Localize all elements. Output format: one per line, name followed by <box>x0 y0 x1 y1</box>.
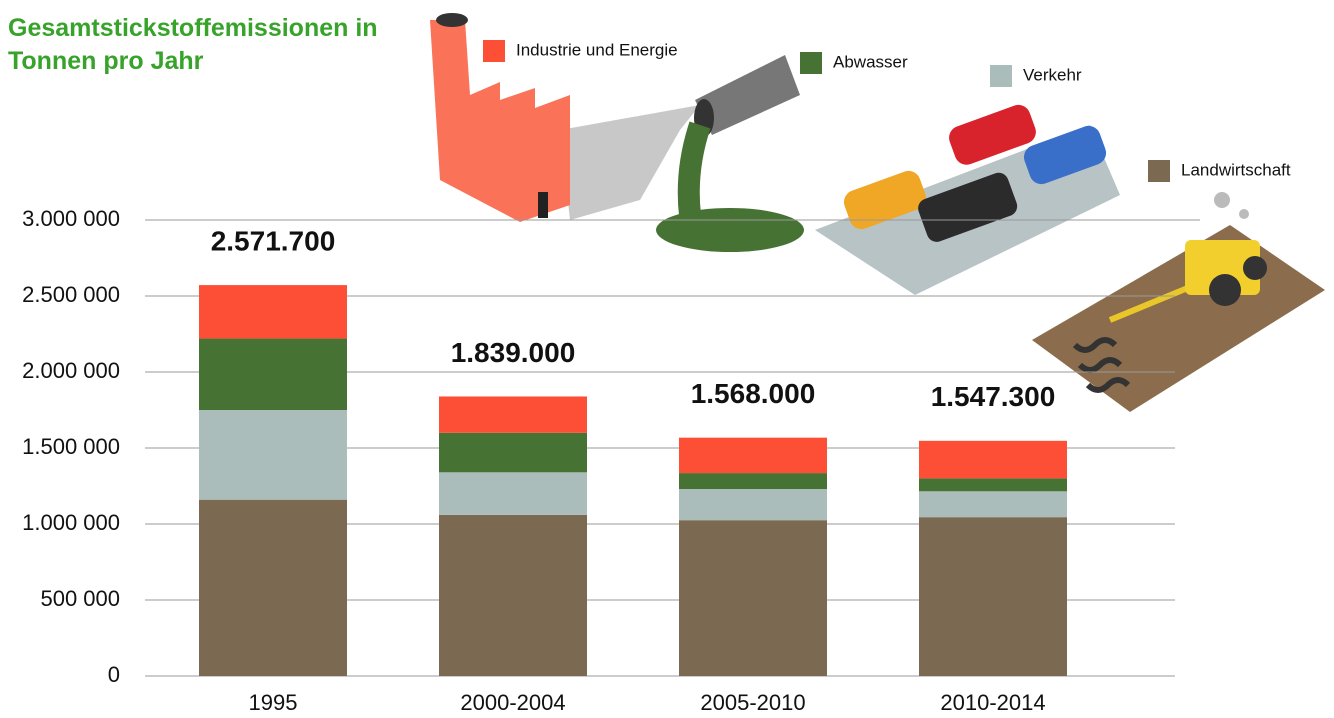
bar-segment <box>679 438 827 473</box>
bar-segment <box>919 478 1067 491</box>
bar-segment <box>199 500 347 676</box>
x-tick-label: 1995 <box>249 690 298 715</box>
bar-segment <box>199 339 347 410</box>
bar-segment <box>439 515 587 676</box>
y-tick-label: 500 000 <box>40 586 120 611</box>
legend-swatch <box>800 52 822 74</box>
x-tick-label: 2010-2014 <box>940 690 1045 715</box>
chart: 0 500 000 1.000 000 1.500 000 2.000 000 2.500… <box>0 0 1334 718</box>
legend-swatch <box>1148 160 1170 182</box>
smoke <box>1214 192 1230 208</box>
legend-label: Landwirtschaft <box>1181 160 1291 179</box>
y-tick-label: 1.000 000 <box>22 510 120 535</box>
legend-label: Industrie und Energie <box>516 40 678 59</box>
bar-segment <box>439 472 587 515</box>
y-tick-label: 0 <box>108 662 120 687</box>
sewage-stream <box>689 125 700 215</box>
chimney-top <box>436 13 468 27</box>
field <box>1032 225 1325 412</box>
legend-swatch <box>483 40 505 62</box>
y-tick-label: 3.000 000 <box>22 206 120 231</box>
y-tick-label: 2.000 000 <box>22 358 120 383</box>
legend-swatch <box>990 65 1012 87</box>
legend-label: Abwasser <box>833 52 908 71</box>
total-label: 2.571.700 <box>211 225 336 256</box>
smoke <box>1239 209 1249 219</box>
bar-segment <box>919 517 1067 676</box>
total-label: 1.568.000 <box>691 378 816 409</box>
total-label: 1.547.300 <box>931 381 1056 412</box>
bar-segment <box>679 520 827 676</box>
bar-segment <box>919 491 1067 517</box>
y-tick-label: 1.500 000 <box>22 434 120 459</box>
bar-segment <box>919 441 1067 479</box>
bar-segment <box>679 489 827 520</box>
tractor-wheel <box>1209 274 1241 306</box>
sewage-pool <box>656 208 804 252</box>
factory-door <box>538 192 548 218</box>
tractor-wheel <box>1243 256 1267 280</box>
y-tick-label: 2.500 000 <box>22 282 120 307</box>
legend-label: Verkehr <box>1023 65 1082 84</box>
page: Gesamtstickstoffemissionen in Tonnen pro… <box>0 0 1334 718</box>
bar-segment <box>439 396 587 432</box>
x-tick-label: 2000-2004 <box>460 690 565 715</box>
bar-segment <box>679 473 827 489</box>
bar-segment <box>439 433 587 473</box>
x-tick-label: 2005-2010 <box>700 690 805 715</box>
total-label: 1.839.000 <box>451 337 576 368</box>
bar-segment <box>199 410 347 500</box>
bar-segment <box>199 285 347 338</box>
